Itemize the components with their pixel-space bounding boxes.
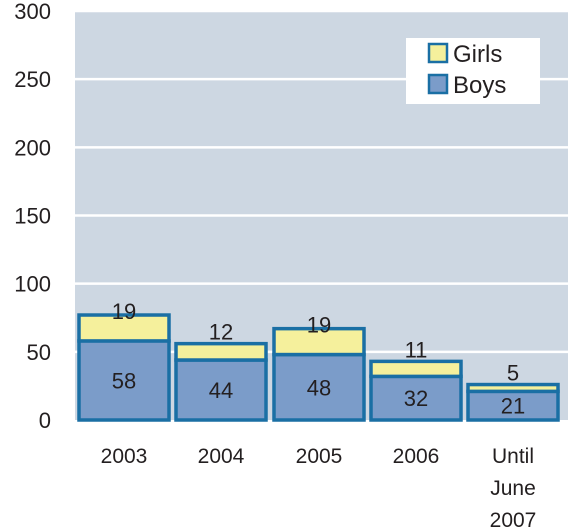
y-tick-label: 200 — [14, 135, 51, 160]
data-label-girls: 11 — [405, 337, 428, 362]
legend-label-boys: Boys — [453, 72, 506, 99]
x-tick-label: 2003 — [101, 445, 148, 468]
legend-swatch-boys — [427, 73, 449, 95]
data-label-boys: 21 — [501, 394, 525, 419]
bar-segment-girls — [466, 382, 560, 394]
y-tick-label: 100 — [14, 272, 51, 297]
x-tick-label: Until — [492, 445, 534, 468]
data-label-boys: 48 — [307, 375, 331, 400]
y-tick-label: 0 — [39, 408, 51, 433]
bar-segment-girls — [272, 326, 366, 357]
y-axis-tick-labels: 0 50 100 150 200 250 300 — [14, 0, 51, 433]
data-label-boys: 44 — [209, 378, 233, 403]
y-tick-label: 250 — [14, 67, 51, 92]
y-tick-label: 300 — [14, 0, 51, 24]
bar-segment-girls — [369, 359, 463, 379]
legend-label-girls: Girls — [453, 41, 502, 68]
data-label-girls: 5 — [507, 361, 519, 386]
x-tick-label: 2006 — [393, 445, 440, 468]
x-tick-label: 2004 — [198, 445, 245, 468]
bars: 58 19 44 12 48 19 32 11 21 5 — [77, 299, 560, 422]
data-label-girls: 19 — [307, 313, 331, 338]
bar-segment-girls — [174, 341, 268, 362]
legend: Girls Boys — [406, 38, 540, 104]
legend-swatch-girls — [427, 42, 449, 64]
data-label-boys: 58 — [112, 368, 136, 393]
y-tick-label: 50 — [27, 340, 51, 365]
x-tick-label: 2007 — [490, 509, 537, 532]
x-axis-tick-labels: 2003 2004 2005 2006 Until June 2007 — [101, 445, 537, 532]
data-label-boys: 32 — [404, 386, 428, 411]
bar-segment-boys — [174, 358, 268, 422]
data-label-girls: 19 — [112, 299, 136, 324]
data-label-girls: 12 — [209, 320, 233, 345]
x-tick-label: June — [490, 477, 536, 500]
bar-segment-boys — [466, 389, 560, 422]
bar-segment-girls — [77, 313, 171, 343]
x-tick-label: 2005 — [296, 445, 343, 468]
y-tick-label: 150 — [14, 204, 51, 229]
